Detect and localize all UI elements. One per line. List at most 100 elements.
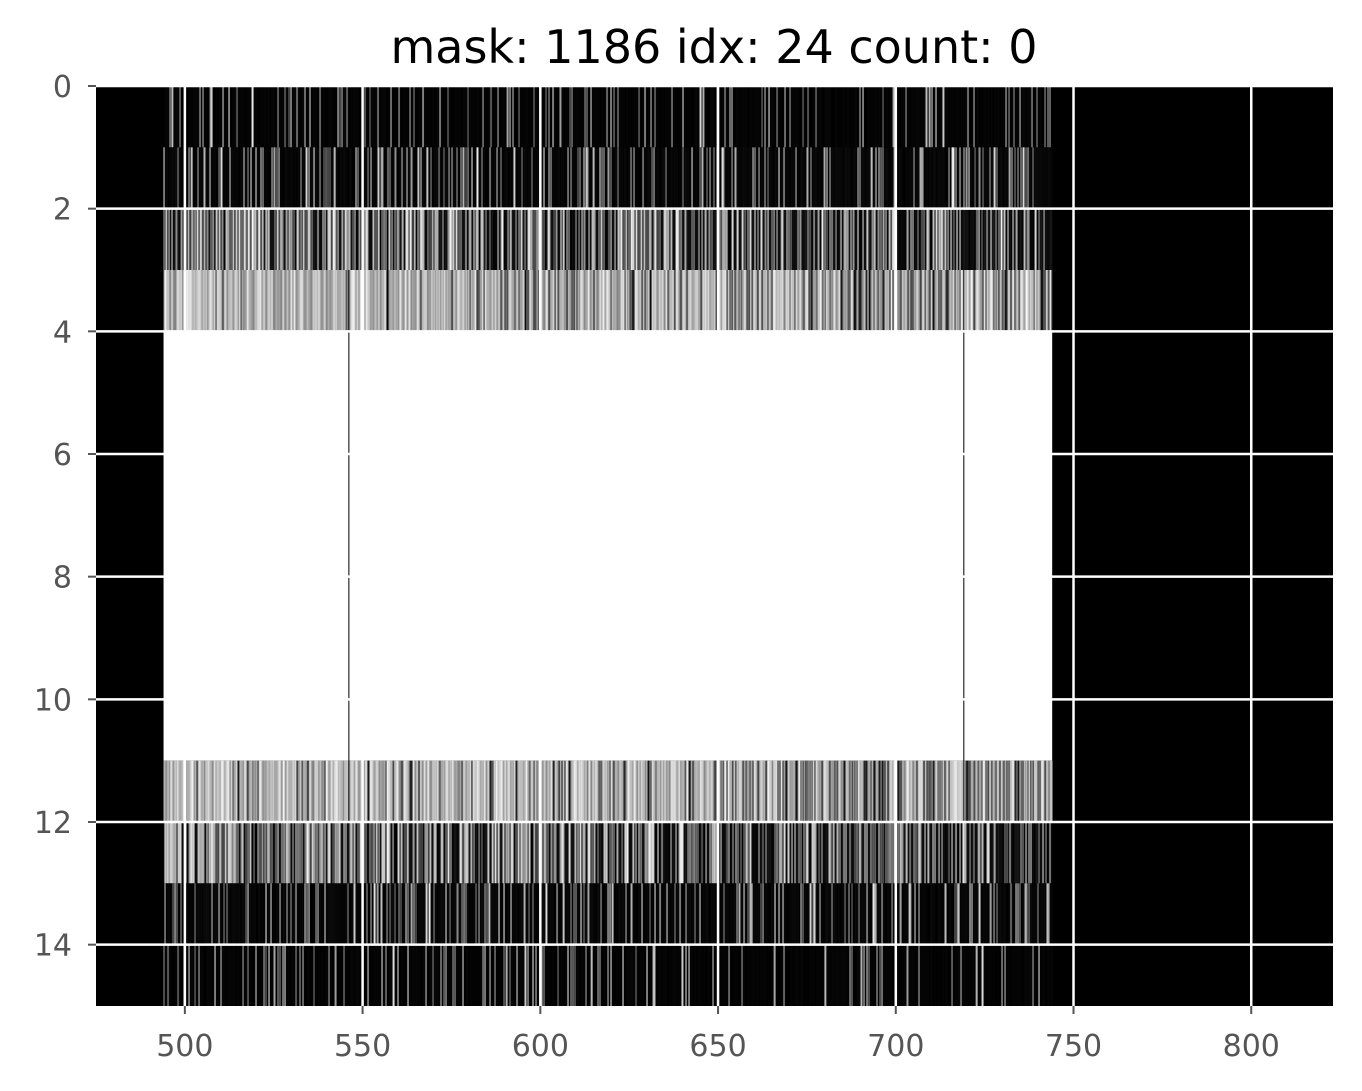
heatmap-cell [191, 208, 193, 270]
heatmap-cell [318, 147, 320, 209]
heatmap-cell [964, 147, 966, 209]
heatmap-cell [278, 822, 280, 884]
heatmap-cell [166, 270, 168, 332]
heatmap-cell [721, 147, 723, 209]
heatmap-cell [281, 822, 283, 884]
heatmap-cell [422, 208, 424, 270]
heatmap-cell [673, 147, 675, 209]
heatmap-cell [891, 208, 893, 270]
heatmap-cell [655, 760, 657, 822]
heatmap-cell [1022, 86, 1024, 148]
heatmap-cell [363, 86, 365, 148]
heatmap-cell [871, 86, 873, 148]
heatmap-cell [544, 147, 546, 209]
heatmap-cell [1051, 208, 1053, 270]
heatmap-cell [747, 760, 749, 822]
heatmap-cell [243, 208, 245, 270]
heatmap-cell [255, 760, 257, 822]
heatmap-cell [998, 147, 1000, 209]
heatmap-cell [286, 86, 288, 148]
heatmap-cell [344, 822, 346, 884]
heatmap-cell [279, 208, 281, 270]
heatmap-cell [917, 270, 919, 332]
heatmap-cell [512, 86, 514, 148]
heatmap-cell [369, 760, 371, 822]
heatmap-cell [202, 86, 204, 148]
heatmap-cell [642, 86, 644, 148]
heatmap-cell [265, 208, 267, 270]
heatmap-cell [168, 86, 170, 148]
heatmap-cell [457, 760, 459, 822]
heatmap-cell [1010, 760, 1012, 822]
heatmap-cell [573, 760, 575, 822]
heatmap-cell [391, 822, 393, 884]
heatmap-cell [512, 760, 514, 822]
heatmap-cell [290, 270, 292, 332]
heatmap-cell [993, 147, 995, 209]
heatmap-cell [671, 86, 673, 148]
heatmap-cell [237, 86, 239, 148]
heatmap-cell [759, 86, 761, 148]
heatmap-cell [422, 147, 424, 209]
heatmap-cell [737, 270, 739, 332]
heatmap-cell [983, 270, 985, 332]
heatmap-cell [555, 270, 557, 332]
heatmap-cell [795, 208, 797, 270]
heatmap-cell [1050, 760, 1052, 822]
heatmap-cell [503, 760, 505, 822]
heatmap-cell [700, 822, 702, 884]
heatmap-cell [688, 822, 690, 884]
heatmap-cell [339, 86, 341, 148]
heatmap-cell [503, 86, 505, 148]
heatmap-cell [972, 208, 974, 270]
heatmap-cell [449, 208, 451, 270]
heatmap-cell [713, 270, 715, 332]
heatmap-cell [593, 86, 595, 148]
heatmap-cell [228, 822, 230, 884]
heatmap-cell [370, 147, 372, 209]
heatmap-cell [234, 86, 236, 148]
heatmap-cell [414, 270, 416, 332]
heatmap-cell [928, 86, 930, 148]
heatmap-cell [302, 147, 304, 209]
heatmap-cell [946, 86, 948, 148]
heatmap-cell [575, 86, 577, 148]
heatmap-cell [857, 147, 859, 209]
heatmap-cell [470, 208, 472, 270]
heatmap-cell [668, 147, 670, 209]
heatmap-cell [165, 270, 167, 332]
heatmap-cell [258, 86, 260, 148]
heatmap-cell [807, 270, 809, 332]
heatmap-cell [1028, 270, 1030, 332]
heatmap-cell [627, 270, 629, 332]
heatmap-cell [657, 208, 659, 270]
heatmap-cell [456, 208, 458, 270]
heatmap-cell [1018, 147, 1020, 209]
heatmap-cell [701, 208, 703, 270]
heatmap-cell [636, 147, 638, 209]
heatmap-cell [416, 208, 418, 270]
heatmap-cell [571, 760, 573, 822]
heatmap-cell [364, 208, 366, 270]
heatmap-cell [491, 86, 493, 148]
heatmap-cell [618, 86, 620, 148]
heatmap-cell [727, 208, 729, 270]
heatmap-cell [1048, 270, 1050, 332]
heatmap-cell [768, 86, 770, 148]
heatmap-cell [963, 147, 965, 209]
heatmap-cell [689, 147, 691, 209]
heatmap-cell [551, 822, 553, 884]
heatmap-cell [298, 86, 300, 148]
heatmap-cell [738, 270, 740, 332]
heatmap-cell [778, 760, 780, 822]
heatmap-cell [952, 147, 954, 209]
heatmap-cell [170, 270, 172, 332]
heatmap-cell [999, 208, 1001, 270]
heatmap-cell [787, 270, 789, 332]
heatmap-cell [201, 822, 203, 884]
heatmap-cell [999, 270, 1001, 332]
heatmap-cell [700, 270, 702, 332]
heatmap-cell [270, 270, 272, 332]
heatmap-cell [297, 147, 299, 209]
heatmap-cell [280, 270, 282, 332]
